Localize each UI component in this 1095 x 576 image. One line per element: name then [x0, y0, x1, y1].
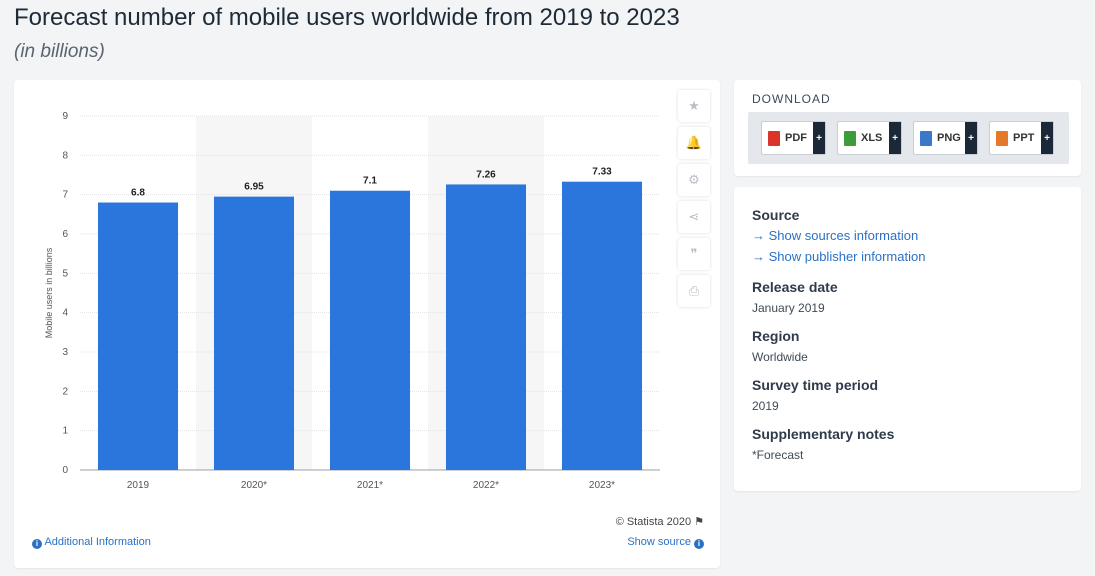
bar-chart: 0 1 2 3 4 5 6 7 8 9 Mobile users in billions 6.8 201… [44, 111, 660, 491]
y-tick-label: 1 [62, 426, 68, 437]
metadata-card: Source → Show sources information → Show… [734, 187, 1081, 491]
y-tick-label: 3 [62, 347, 68, 358]
y-tick-label: 5 [62, 268, 68, 279]
download-bar: PDF + XLS + PNG + PPT + [748, 112, 1069, 164]
download-ppt-button[interactable]: PPT + [989, 121, 1054, 155]
bar-value-label: 7.33 [592, 167, 612, 178]
chart-card: 0 1 2 3 4 5 6 7 8 9 Mobile users in billions 6.8 201… [14, 80, 720, 568]
show-sources-link[interactable]: → Show sources information [752, 228, 919, 243]
bar-value-label: 6.8 [131, 188, 145, 199]
supplementary-notes-value: *Forecast [752, 448, 804, 462]
copyright-text: © Statista 2020 ⚑ [615, 516, 704, 528]
star-icon[interactable]: ★ [678, 90, 710, 122]
survey-period-heading: Survey time period [752, 377, 879, 393]
release-date-value: January 2019 [752, 301, 825, 315]
page-title: Forecast number of mobile users worldwid… [14, 4, 680, 31]
bar[interactable] [329, 190, 411, 470]
plus-icon: + [1041, 122, 1053, 154]
release-date-heading: Release date [752, 279, 838, 295]
share-icon[interactable]: ⋖ [678, 201, 710, 233]
plus-icon: + [889, 122, 901, 154]
download-png-button[interactable]: PNG + [913, 121, 978, 155]
region-value: Worldwide [752, 350, 808, 364]
y-tick-label: 4 [62, 308, 68, 319]
pdf-file-icon [768, 130, 780, 146]
chart-toolbar: ★ 🔔 ⚙ ⋖ ❞ ⎙ [678, 90, 710, 312]
bar-value-label: 6.95 [244, 182, 264, 193]
bar[interactable] [97, 202, 179, 470]
y-tick-label: 8 [62, 150, 68, 161]
download-xls-button[interactable]: XLS + [837, 121, 902, 155]
supplementary-notes-heading: Supplementary notes [752, 426, 895, 442]
ppt-file-icon [996, 130, 1008, 146]
bar-value-label: 7.26 [476, 169, 496, 180]
survey-period-value: 2019 [752, 399, 779, 413]
x-tick-label: 2021* [357, 480, 383, 491]
bell-icon[interactable]: 🔔 [678, 127, 710, 159]
y-axis-title: Mobile users in billions [44, 247, 54, 338]
show-source-link[interactable]: Show source i [627, 536, 704, 549]
show-publisher-link[interactable]: → Show publisher information [752, 249, 926, 264]
y-tick-label: 2 [62, 386, 68, 397]
bar[interactable] [561, 181, 643, 470]
y-tick-label: 7 [62, 190, 68, 201]
y-tick-label: 0 [62, 465, 68, 476]
region-heading: Region [752, 328, 800, 344]
x-tick-label: 2019 [127, 480, 150, 491]
gear-icon[interactable]: ⚙ [678, 164, 710, 196]
flag-icon[interactable]: ⚑ [694, 516, 704, 528]
png-file-icon [920, 130, 932, 146]
plus-icon: + [813, 122, 825, 154]
additional-information-link[interactable]: i Additional Information [32, 536, 151, 549]
x-tick-label: 2023* [589, 480, 615, 491]
download-pdf-button[interactable]: PDF + [761, 121, 826, 155]
x-tick-label: 2022* [473, 480, 499, 491]
bar-value-label: 7.1 [363, 176, 377, 187]
info-icon: i [32, 539, 42, 549]
print-icon[interactable]: ⎙ [678, 275, 710, 307]
y-tick-label: 6 [62, 229, 68, 240]
source-heading: Source [752, 207, 800, 223]
download-card: DOWNLOAD PDF + XLS + PNG + PPT + [734, 80, 1081, 176]
page-subtitle: (in billions) [14, 41, 105, 62]
bar[interactable] [213, 196, 295, 470]
y-tick-label: 9 [62, 111, 68, 122]
info-icon: i [694, 539, 704, 549]
plus-icon: + [965, 122, 977, 154]
quote-icon[interactable]: ❞ [678, 238, 710, 270]
download-title: DOWNLOAD [752, 92, 831, 106]
x-tick-label: 2020* [241, 480, 267, 491]
xls-file-icon [844, 130, 856, 146]
bar[interactable] [445, 184, 527, 470]
